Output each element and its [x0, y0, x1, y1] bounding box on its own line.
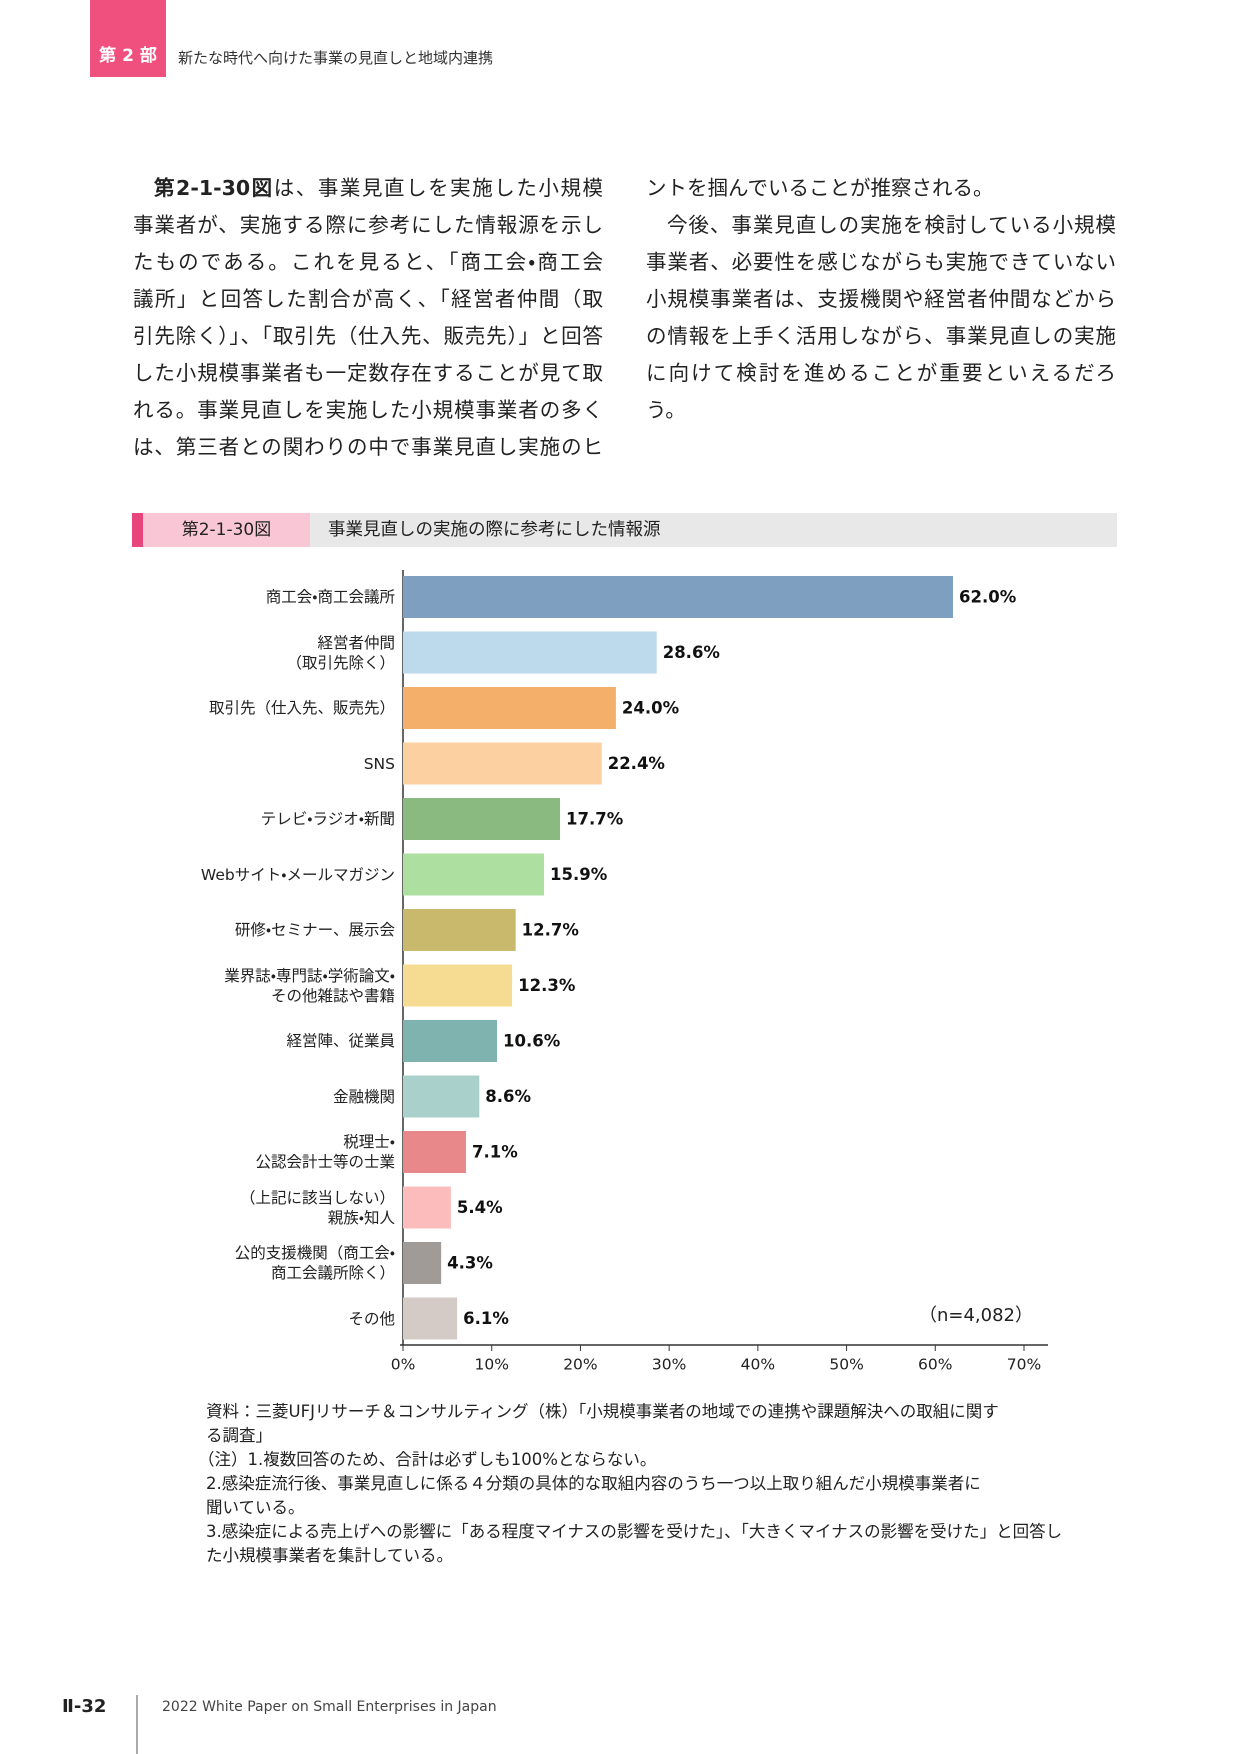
x-tick-label: 10% [474, 1356, 508, 1374]
body-line: れる。事業見直しを実施した小規模事業者の多く [133, 398, 603, 422]
body-line: 事業者が、実施する際に参考にした情報源を示し [133, 213, 603, 237]
figure-label-box [143, 513, 310, 547]
x-tick-label: 50% [829, 1356, 863, 1374]
category-label: Webサイト・メールマガジン [200, 865, 395, 884]
x-tick-label: 40% [741, 1356, 775, 1374]
category-label: SNS [363, 754, 395, 773]
category-label: 経営者仲間 （取引先除く） [286, 633, 395, 672]
x-tick-label: 60% [918, 1356, 952, 1374]
value-label: 7.1% [472, 1143, 518, 1162]
bar [403, 909, 516, 951]
figure-marker [132, 513, 143, 547]
value-label: 24.0% [622, 699, 680, 718]
note-line: 聞いている。 [206, 1498, 305, 1517]
category-label: 研修・セミナー、展示会 [234, 921, 395, 939]
bar [403, 1020, 498, 1062]
category-label: 取引先（仕入先、販売先） [208, 699, 395, 717]
body-line: に向けて検討を進めることが重要といえるだろ [646, 361, 1116, 385]
category-label: 業界誌・専門誌・学術論文・ その他雑誌や書籍 [224, 966, 395, 1005]
value-label: 10.6% [503, 1032, 561, 1051]
category-label: 公的支援機関（商工会・ 商工会議所除く） [234, 1244, 395, 1282]
note-line: 3.感染症による売上げへの影響に「ある程度マイナスの影響を受けた」、「大きくマイ… [206, 1522, 1063, 1541]
body-line: 小規模事業者は、支援機関や経営者仲間などから [646, 287, 1116, 311]
publication: 2022 White Paper on Small Enterprises in… [162, 1699, 497, 1715]
sample-size: （n=4,082） [918, 1305, 1033, 1326]
x-tick-label: 20% [563, 1356, 597, 1374]
note-line: 2.感染症流行後、事業見直しに係る４分類の具体的な取組内容のうち一つ以上取り組ん… [206, 1474, 981, 1493]
note-line: （注）1.複数回答のため、合計は必ずしも100%とならない。 [198, 1450, 657, 1469]
figure-title: 事業見直しの実施の際に参考にした情報源 [328, 520, 661, 540]
category-label: 経営陣、従業員 [286, 1032, 395, 1050]
x-tick-label: 70% [1007, 1356, 1041, 1374]
category-label: 税理士・ 公認会計士等の士業 [255, 1133, 395, 1171]
value-label: 12.3% [518, 976, 576, 995]
body-right: ントを掴んでいることが推察される。今後、事業見直しの実施を検討している小規模事業… [646, 170, 1116, 429]
bar [403, 631, 657, 674]
category-label: その他 [348, 1309, 395, 1328]
bar [403, 742, 602, 785]
part-box [90, 0, 166, 77]
body-line: 議所」と回答した割合が高く、「経営者仲間（取 [133, 287, 603, 311]
bar [403, 1075, 480, 1118]
part-label: 第 2 部 [99, 46, 157, 66]
x-tick-label: 30% [652, 1356, 686, 1374]
page-number: Ⅱ-32 [62, 1696, 107, 1717]
value-label: 17.7% [566, 810, 624, 829]
body-line: 引先除く）」、「取引先（仕入先、販売先）」と回答 [133, 324, 603, 348]
notes: 資料：三菱UFJリサーチ＆コンサルティング（株）「小規模事業者の地域での連携や課… [198, 1400, 1063, 1568]
bar [403, 1242, 442, 1284]
note-line: る調査」 [206, 1426, 272, 1445]
bar [403, 1131, 466, 1173]
bar [403, 576, 954, 618]
body-line: たものである。これを見ると、「商工会・商工会 [133, 250, 603, 274]
body-line: した小規模事業者も一定数存在することが見て取 [133, 361, 603, 385]
x-tick-label: 0% [391, 1356, 416, 1374]
figure-ref: 第2-1-30図 [154, 176, 274, 200]
value-label: 62.0% [959, 588, 1017, 607]
bar [403, 687, 616, 729]
value-label: 28.6% [663, 643, 721, 662]
body-line: は、第三者との関わりの中で事業見直し実施のヒ [133, 435, 603, 459]
category-label: 金融機関 [332, 1087, 395, 1106]
category-label: 商工会・商工会議所 [265, 588, 395, 606]
bar [403, 798, 561, 840]
body-text: は、事業見直しを実施した小規模 [273, 176, 604, 200]
value-label: 22.4% [608, 754, 666, 773]
body-line: の情報を上手く活用しながら、事業見直しの実施 [646, 324, 1116, 348]
bar [403, 1297, 458, 1340]
value-label: 8.6% [485, 1087, 531, 1106]
category-label: （上記に該当しない） 親族・知人 [239, 1188, 395, 1227]
chart: 0% 10% 20% 30% 40% 50% 60% 70% 62.0% 28.6% 24.0% 22… [391, 570, 1048, 1374]
bar [403, 853, 545, 896]
bar [403, 964, 513, 1007]
note-line: 資料：三菱UFJリサーチ＆コンサルティング（株）「小規模事業者の地域での連携や課… [206, 1402, 999, 1421]
figure-label: 第2-1-30図 [181, 520, 272, 540]
body-line: 第2-1-30図は、事業見直しを実施した小規模 [133, 170, 603, 207]
header-title: 新たな時代へ向けた事業の見直しと地域内連携 [178, 49, 494, 67]
value-label: 12.7% [522, 921, 580, 940]
category-label: テレビ・ラジオ・新聞 [260, 810, 395, 828]
value-label: 5.4% [457, 1198, 503, 1217]
body-line: う。 [646, 398, 686, 422]
body-left: 第2-1-30図は、事業見直しを実施した小規模事業者が、実施する際に参考にした情… [133, 170, 603, 466]
body-line: 今後、事業見直しの実施を検討している小規模 [667, 213, 1116, 237]
body-line: 事業者、必要性を感じながらも実施できていない [646, 250, 1116, 274]
body-line: ントを掴んでいることが推察される。 [646, 176, 994, 200]
value-label: 15.9% [550, 865, 608, 884]
value-label: 4.3% [447, 1254, 493, 1273]
bar [403, 1186, 451, 1229]
value-label: 6.1% [463, 1309, 509, 1328]
note-line: た小規模事業者を集計している。 [206, 1546, 454, 1565]
